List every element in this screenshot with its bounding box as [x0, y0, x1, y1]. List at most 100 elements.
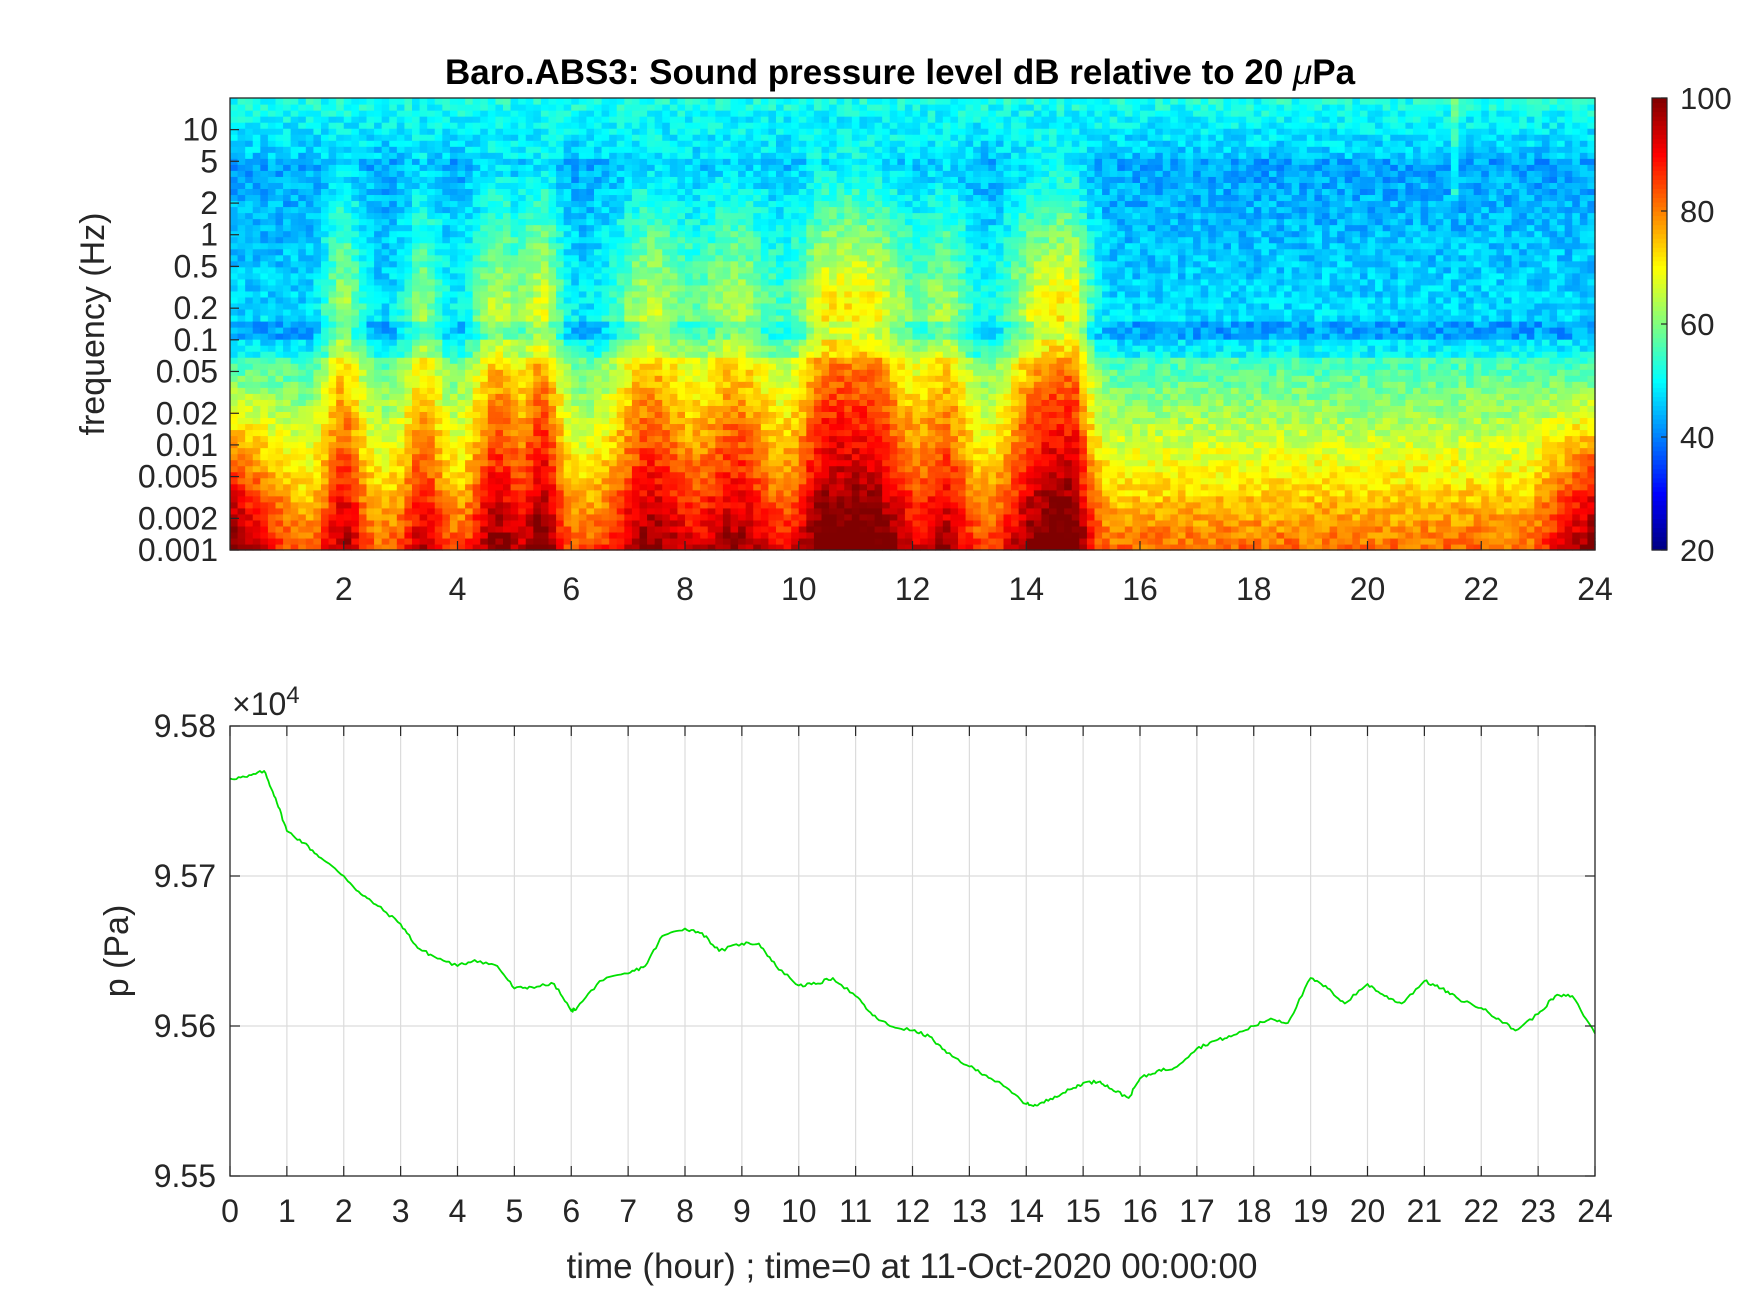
spectrogram-cell — [480, 453, 489, 461]
spectrogram-cell — [245, 483, 254, 491]
spectrogram-cell — [230, 345, 239, 352]
spectrogram-cell — [358, 483, 368, 491]
spectrogram-cell — [692, 194, 701, 202]
spectrogram-cell — [631, 525, 641, 533]
spectrogram-cell — [230, 128, 239, 135]
spectrogram-cell — [692, 333, 701, 340]
spectrogram-cell — [631, 236, 641, 244]
spectrogram-cell — [336, 447, 345, 455]
spectrogram-cell — [540, 302, 550, 310]
spectrogram-cell — [662, 104, 671, 111]
spectrogram-cell — [525, 483, 534, 491]
spectrogram-cell — [465, 441, 474, 449]
spectrogram-cell — [358, 507, 368, 515]
spectrogram-cell — [594, 140, 603, 147]
spectrogram-cell — [449, 182, 459, 189]
spectrogram-cell — [480, 284, 489, 292]
spectrogram-cell — [730, 351, 739, 358]
spectrogram-cell — [237, 501, 246, 509]
spectrogram-cell — [654, 194, 663, 202]
spectrogram-cell — [442, 314, 451, 322]
spectrogram-cell — [366, 453, 375, 461]
spectrogram-cell — [685, 327, 694, 334]
spectrogram-cell — [685, 525, 694, 533]
spectrogram-cell — [586, 441, 595, 449]
spectrogram-cell — [434, 333, 443, 340]
spectrogram-cell — [374, 333, 383, 340]
spectrogram-cell — [389, 429, 398, 437]
spectrogram-cell — [343, 381, 352, 388]
spectrogram-cell — [624, 158, 633, 165]
spectrogram-cell — [260, 369, 269, 376]
spectrogram-cell — [518, 399, 527, 406]
spectrogram-cell — [230, 272, 239, 280]
spectrogram-cell — [419, 290, 428, 298]
spectrogram-cell — [404, 459, 413, 467]
spectrogram-cell — [495, 441, 504, 449]
spectrogram-cell — [647, 537, 656, 545]
spectrogram-cell — [548, 266, 557, 274]
spectrogram-cell — [237, 531, 246, 539]
spectrogram-cell — [381, 357, 390, 364]
spectrogram-cell — [305, 417, 315, 425]
spectrogram-cell — [495, 327, 504, 334]
spectrogram-cell — [548, 519, 557, 527]
spectrogram-cell — [290, 477, 299, 485]
spectrogram-cell — [669, 447, 679, 455]
spectrogram-cell — [609, 393, 618, 400]
spectrogram-cell — [275, 399, 284, 406]
spectrogram-cell — [434, 152, 443, 159]
spectrogram-cell — [639, 242, 648, 250]
spectrogram-cell — [586, 278, 595, 286]
spectrogram-cell — [412, 116, 421, 123]
spectrogram-cell — [230, 531, 239, 539]
spectrogram-cell — [465, 513, 474, 521]
spectrogram-cell — [275, 218, 284, 226]
spectrogram-cell — [351, 531, 360, 539]
spectrogram-cell — [639, 134, 648, 141]
spectrogram-cell — [267, 272, 277, 280]
spectrogram-cell — [442, 513, 451, 521]
spectrogram-cell — [230, 519, 239, 527]
spectrogram-cell — [366, 194, 375, 202]
spectrogram-cell — [442, 423, 451, 431]
spectrogram-cell — [654, 495, 663, 503]
spectrogram-cell — [647, 104, 656, 111]
spectrogram-cell — [616, 254, 625, 262]
spectrogram-cell — [260, 164, 269, 171]
spectrogram-cell — [374, 230, 383, 238]
spectrogram-cell — [715, 182, 724, 189]
spectrogram-cell — [518, 110, 527, 117]
spectrogram-cell — [419, 272, 428, 280]
spectrogram-cell — [700, 543, 709, 551]
spectrogram-cell — [677, 194, 686, 202]
spectrogram-cell — [533, 248, 542, 256]
spectrogram-cell — [252, 272, 261, 280]
spectrogram-cell — [328, 471, 337, 479]
spectrogram-cell — [654, 278, 663, 286]
spectrogram-cell — [518, 453, 527, 461]
spectrogram-cell — [669, 351, 679, 358]
spectrogram-cell — [230, 248, 239, 256]
spectrogram-cell — [230, 296, 239, 304]
spectrogram-cell — [298, 363, 307, 370]
spectrogram-cell — [533, 110, 542, 117]
spectrogram-cell — [647, 98, 656, 105]
spectrogram-cell — [305, 489, 315, 497]
spectrogram-cell — [472, 399, 481, 406]
spectrogram-cell — [510, 399, 519, 406]
spectrogram-cell — [275, 194, 284, 202]
spectrogram-cell — [230, 501, 239, 509]
spectrogram-cell — [396, 284, 406, 292]
spectrogram-cell — [677, 278, 686, 286]
spectrogram-cell — [252, 453, 261, 461]
spectrogram-cell — [586, 525, 595, 533]
spectrogram-cell — [685, 140, 694, 147]
spectrogram-cell — [654, 98, 663, 105]
spectrogram-cell — [419, 393, 428, 400]
spectrogram-cell — [571, 531, 580, 539]
spectrogram-cell — [472, 152, 481, 159]
spectrogram-cell — [275, 345, 284, 352]
spectrogram-cell — [252, 459, 261, 467]
spectrogram-cell — [677, 98, 686, 105]
